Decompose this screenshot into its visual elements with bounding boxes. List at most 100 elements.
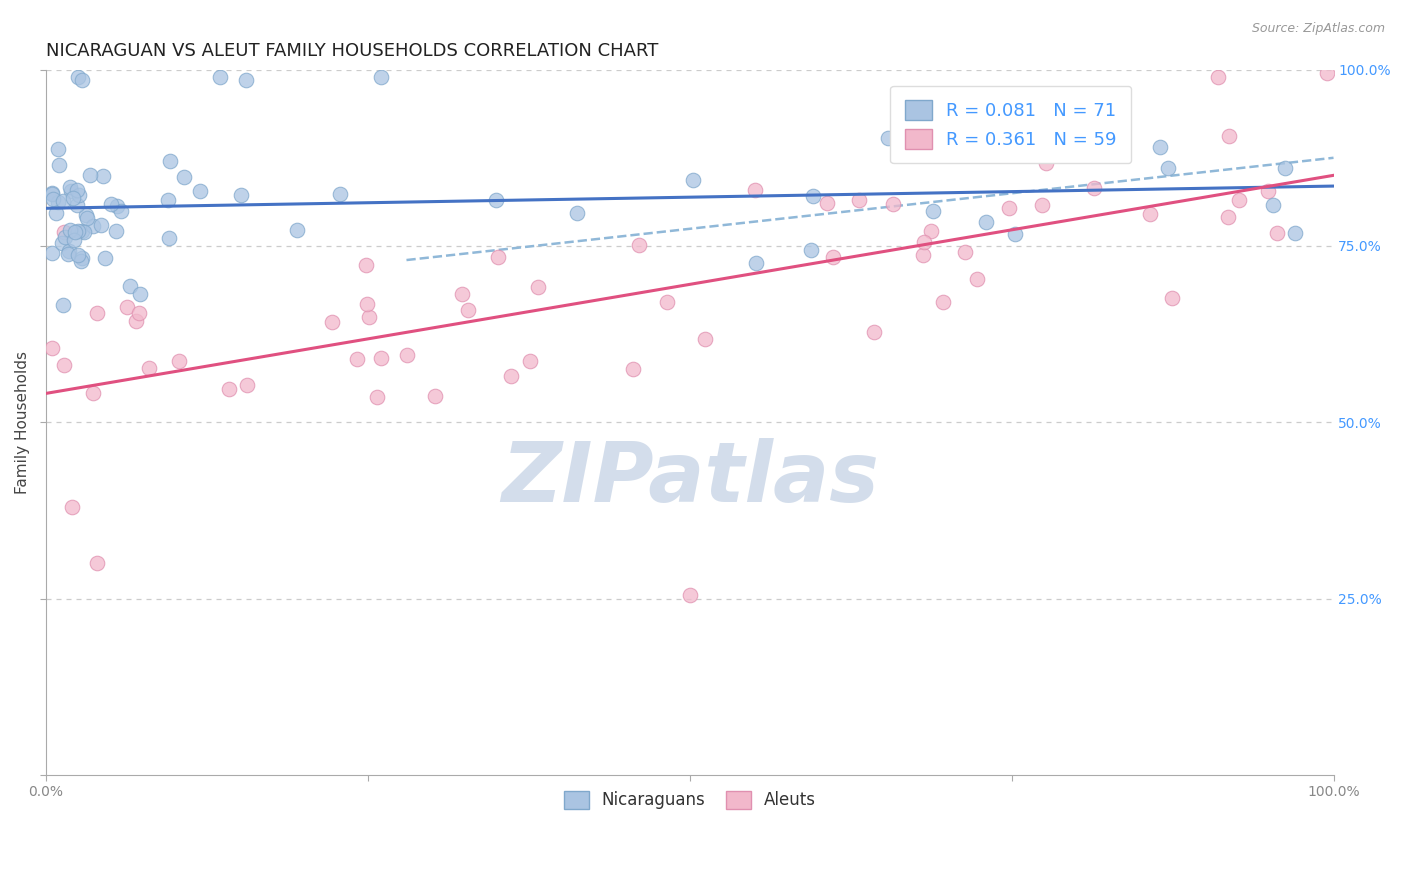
Point [628, 238, 651, 252]
Point [1265, 226, 1288, 240]
Point [966, 272, 988, 286]
Point [621, 362, 644, 376]
Point [45, 206, 67, 220]
Point [86, 556, 108, 570]
Point [354, 259, 377, 273]
Point [69, 253, 91, 268]
Point [1274, 161, 1296, 175]
Point [321, 315, 343, 329]
Point [218, 382, 240, 396]
Point [657, 294, 679, 309]
Point [82, 219, 104, 234]
Point [485, 193, 508, 207]
Point [156, 193, 179, 207]
Point [236, 377, 259, 392]
Point [932, 295, 955, 310]
Point [41, 186, 63, 200]
Point [190, 184, 212, 198]
Point [62, 190, 84, 204]
Point [167, 354, 190, 368]
Point [863, 325, 886, 339]
Point [1156, 161, 1178, 175]
Point [693, 332, 716, 346]
Point [70, 224, 93, 238]
Legend: Nicaraguans, Aleuts: Nicaraguans, Aleuts [557, 784, 823, 816]
Point [48, 158, 70, 172]
Point [58, 244, 80, 259]
Point [67, 70, 90, 84]
Point [138, 360, 160, 375]
Point [67, 187, 90, 202]
Point [745, 256, 768, 270]
Point [1257, 184, 1279, 198]
Point [128, 306, 150, 320]
Point [1316, 66, 1339, 80]
Point [159, 153, 181, 168]
Point [848, 193, 870, 207]
Point [744, 183, 766, 197]
Point [990, 148, 1012, 162]
Point [110, 204, 132, 219]
Point [457, 303, 479, 318]
Point [976, 215, 998, 229]
Point [70, 251, 93, 265]
Point [79, 168, 101, 182]
Point [91, 169, 114, 183]
Point [998, 201, 1021, 215]
Point [82, 385, 104, 400]
Point [229, 188, 252, 202]
Point [876, 131, 898, 145]
Point [1218, 211, 1240, 225]
Point [1160, 291, 1182, 305]
Point [821, 250, 844, 264]
Point [100, 197, 122, 211]
Point [1031, 198, 1053, 212]
Point [356, 297, 378, 311]
Point [815, 195, 838, 210]
Point [66, 248, 89, 262]
Point [41, 342, 63, 356]
Point [527, 280, 550, 294]
Point [63, 225, 86, 239]
Point [66, 183, 89, 197]
Point [41, 246, 63, 260]
Point [953, 245, 976, 260]
Point [59, 180, 82, 194]
Point [125, 313, 148, 327]
Point [118, 279, 141, 293]
Point [66, 198, 89, 212]
Y-axis label: Family Households: Family Households [15, 351, 30, 494]
Point [912, 235, 935, 249]
Point [329, 186, 352, 201]
Point [920, 223, 942, 237]
Point [501, 368, 523, 383]
Point [370, 70, 392, 84]
Point [60, 500, 83, 514]
Point [1004, 227, 1026, 241]
Point [128, 287, 150, 301]
Point [1035, 156, 1057, 170]
Point [800, 243, 823, 257]
Point [519, 354, 541, 368]
Point [1263, 197, 1285, 211]
Point [86, 306, 108, 320]
Point [235, 73, 257, 87]
Point [357, 310, 380, 325]
Point [1206, 70, 1229, 84]
Point [63, 233, 86, 247]
Point [46, 195, 69, 210]
Point [59, 222, 82, 236]
Point [67, 224, 90, 238]
Point [107, 199, 129, 213]
Point [52, 194, 75, 209]
Point [90, 219, 112, 233]
Point [41, 186, 63, 201]
Text: Source: ZipAtlas.com: Source: ZipAtlas.com [1251, 22, 1385, 36]
Point [565, 206, 588, 220]
Point [159, 230, 181, 244]
Text: NICARAGUAN VS ALEUT FAMILY HOUSEHOLDS CORRELATION CHART: NICARAGUAN VS ALEUT FAMILY HOUSEHOLDS CO… [46, 42, 658, 60]
Point [208, 70, 231, 84]
Point [117, 300, 139, 314]
Point [55, 229, 77, 244]
Point [366, 390, 388, 404]
